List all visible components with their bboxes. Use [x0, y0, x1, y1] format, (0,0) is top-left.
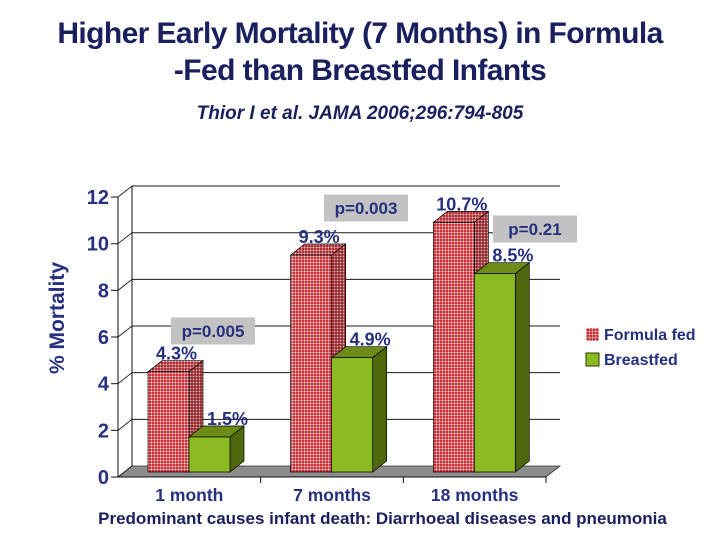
value-label-formula-2: 10.7%: [436, 194, 487, 214]
slide-footer: Predominant causes infant death: Diarrho…: [98, 509, 667, 528]
bar-breastfed-7-months: [330, 345, 388, 473]
category-label-18-months: 18 months: [431, 485, 519, 505]
y-tick-label-12: 12: [87, 187, 109, 209]
y-tick-depth-2: [117, 418, 133, 431]
value-label-formula-1: 9.3%: [299, 227, 340, 247]
p-value-label-0: p=0.005: [182, 322, 245, 341]
slide-title: Higher Early Mortality (7 Months) in For…: [0, 15, 720, 89]
slide-title-line1: Higher Early Mortality (7 Months) in For…: [57, 17, 663, 50]
value-label-formula-0: 4.3%: [156, 344, 197, 364]
legend-label-formula-fed: Formula fed: [604, 327, 696, 344]
y-tick-depth-4: [117, 372, 133, 385]
y-tick-label-10: 10: [87, 234, 109, 256]
p-value-box-1: [324, 194, 408, 222]
category-label-1-month: 1 month: [155, 485, 223, 505]
p-value-box-2: [493, 215, 577, 243]
y-tick-depth-12: [117, 185, 133, 198]
bar-breastfed-18-months: [473, 261, 531, 473]
slide-subtitle: Thior I et al. JAMA 2006;296:794-805: [196, 103, 524, 124]
y-tick-depth-8: [117, 279, 133, 291]
slide-title-line2: -Fed than Breastfed Infants: [173, 54, 547, 87]
y-tick-label-2: 2: [98, 420, 109, 442]
bar-formula-fed-7-months: [289, 243, 347, 473]
y-tick-label-6: 6: [98, 327, 109, 349]
legend-swatch-breastfed: [585, 352, 600, 367]
p-value-label-1: p=0.003: [335, 199, 398, 218]
p-value-label-2: p=0.21: [508, 220, 561, 239]
y-tick-depth-10: [117, 232, 133, 245]
y-tick-depth-6: [117, 325, 133, 338]
y-tick-label-4: 4: [98, 374, 110, 396]
legend-label-breastfed: Breastfed: [604, 352, 678, 369]
category-label-7-months: 7 months: [293, 485, 371, 505]
legend-swatch-formula-fed: [586, 328, 599, 341]
y-tick-label-0: 0: [98, 467, 109, 489]
y-tick-label-8: 8: [98, 280, 109, 302]
bar-breastfed-1-month: [187, 425, 246, 473]
value-label-breastfed-1: 4.9%: [350, 330, 391, 350]
value-label-breastfed-0: 1.5%: [207, 409, 248, 429]
y-axis-title: % Mortality: [46, 262, 69, 374]
p-value-box-0: [171, 317, 255, 345]
y-tick-depth-0: [117, 465, 133, 478]
value-label-breastfed-2: 8.5%: [492, 246, 533, 266]
